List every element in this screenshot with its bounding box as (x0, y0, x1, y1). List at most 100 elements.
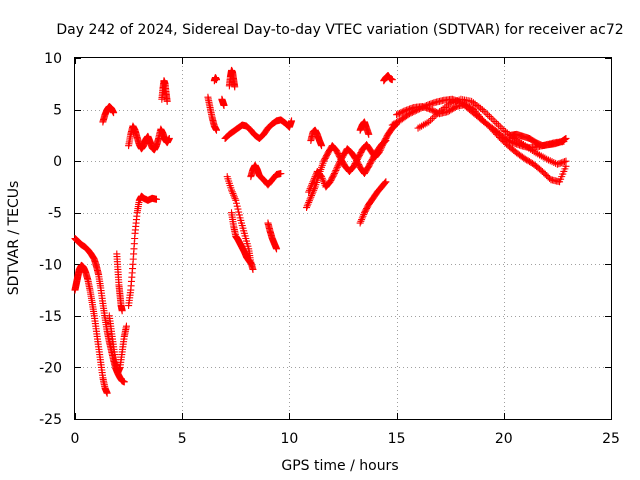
data-point (308, 179, 316, 187)
data-point (330, 170, 338, 178)
plot-frame (74, 57, 612, 420)
data-point (165, 134, 173, 142)
series-arc10 (210, 74, 221, 85)
series-arc21 (356, 118, 373, 138)
series-arc5 (113, 250, 126, 315)
data-point (232, 196, 240, 204)
data-point (309, 178, 317, 186)
data-point (163, 97, 171, 105)
data-point (562, 134, 570, 142)
data-point (303, 204, 311, 212)
data-point (380, 179, 388, 187)
y-tick-label: 10 (44, 51, 62, 67)
y-tick-label: -10 (39, 257, 62, 273)
x-axis-label: GPS time / hours (281, 458, 398, 474)
y-tick-label: -5 (48, 206, 62, 222)
series-arc14 (223, 173, 257, 273)
series-arc22 (356, 178, 390, 227)
data-point (311, 173, 319, 181)
data-point (233, 199, 241, 207)
data-point (277, 170, 285, 178)
data-point (230, 193, 238, 201)
data-point (234, 205, 242, 213)
data-point (330, 171, 338, 179)
data-point (247, 259, 255, 267)
grid-lines (75, 58, 611, 419)
data-point (356, 219, 364, 227)
data-point (228, 186, 236, 194)
data-point (494, 121, 502, 129)
data-point (308, 181, 316, 189)
data-point (220, 101, 228, 109)
data-point (388, 76, 396, 84)
data-point (213, 76, 221, 84)
y-tick-label: 0 (53, 154, 62, 170)
data-point (122, 322, 130, 330)
data-point (333, 163, 341, 171)
data-point (213, 126, 221, 134)
data-point (360, 210, 368, 218)
x-tick-labels: 0 5 10 15 20 25 (71, 431, 620, 447)
data-point (305, 188, 313, 196)
x-tick-label: 25 (602, 431, 620, 447)
series-arc3 (99, 102, 118, 126)
series-arc2 (71, 261, 111, 397)
data-point (307, 183, 315, 191)
data-point (306, 185, 314, 193)
chart-title: Day 242 of 2024, Sidereal Day-to-day VTE… (56, 22, 623, 38)
data-point (152, 195, 160, 203)
data-point (365, 130, 373, 138)
data-point (273, 245, 281, 253)
series-arc4 (105, 312, 130, 377)
data-point (310, 174, 318, 182)
y-tick-label: -25 (39, 412, 62, 428)
data-point (489, 116, 497, 124)
data-point (381, 137, 389, 145)
data-point (318, 173, 326, 181)
series-arc13 (221, 116, 296, 142)
series-arc23 (380, 72, 396, 85)
series-arc20 (307, 126, 326, 150)
data-point (359, 212, 367, 220)
data-point (120, 378, 128, 386)
data-point (319, 176, 327, 184)
data-point (357, 217, 365, 225)
data-point (110, 109, 118, 117)
data-point (487, 114, 495, 122)
data-point (381, 179, 389, 187)
data-point (229, 189, 237, 197)
data-point (358, 216, 366, 224)
data-point (382, 137, 390, 145)
data-point (231, 195, 239, 203)
series-arc7 (125, 192, 160, 310)
data-point (233, 202, 241, 210)
y-axis-label: SDTVAR / TECUs (6, 181, 22, 296)
series-arc19 (305, 137, 390, 196)
series-arc26 (414, 95, 570, 168)
y-tick-label: -20 (39, 360, 62, 376)
data-point (486, 112, 494, 120)
data-point (333, 165, 341, 173)
data-point (320, 178, 328, 186)
data-point (318, 174, 326, 182)
data-point (331, 168, 339, 176)
x-tick-label: 5 (178, 431, 187, 447)
series-arc25 (393, 100, 570, 186)
data-point (303, 202, 311, 210)
data-point (305, 197, 313, 205)
y-tick-labels: -25 -20 -15 -10 -5 0 5 10 (39, 51, 62, 428)
series-arc15 (228, 209, 255, 267)
data-point (332, 166, 340, 174)
data-point (305, 186, 313, 194)
data-point (358, 214, 366, 222)
data-points (71, 66, 570, 397)
data-point (307, 193, 315, 201)
data-point (288, 117, 296, 125)
data-point (310, 176, 318, 184)
series-arc8 (158, 77, 171, 105)
data-point (428, 115, 436, 123)
series-arc16 (247, 161, 285, 189)
data-point (334, 162, 342, 170)
data-point (382, 178, 390, 186)
y-tick-label: 5 (53, 103, 62, 119)
